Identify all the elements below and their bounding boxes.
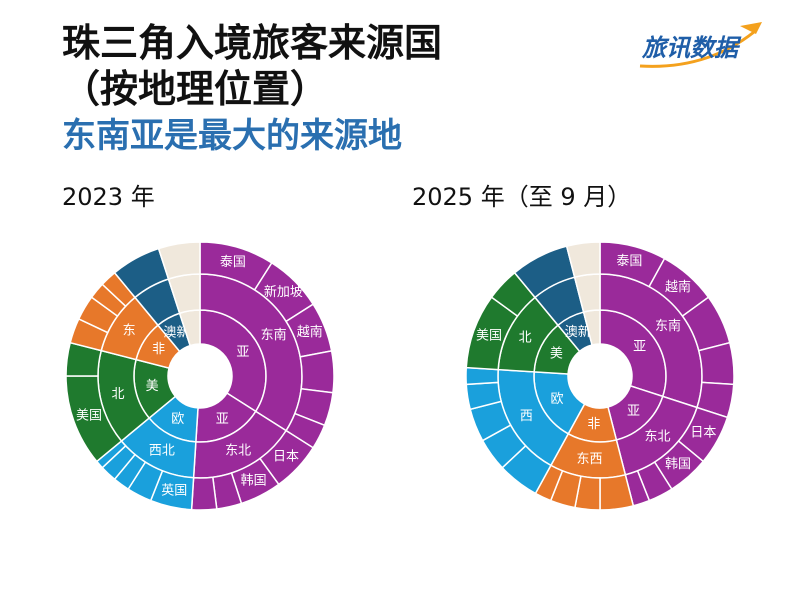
chart-title: 珠三角入境旅客来源国 （按地理位置） xyxy=(62,21,443,111)
country-arc xyxy=(697,341,735,386)
country-label: 泰国 xyxy=(220,255,246,270)
subregion-label: 东北 xyxy=(225,443,251,458)
country-arc xyxy=(190,476,218,511)
subregion-label: 东北 xyxy=(644,430,670,445)
subregion-label: 东西 xyxy=(576,452,602,467)
region-label: 美 xyxy=(550,346,563,361)
region-label: 欧 xyxy=(171,412,184,427)
subregion-label: 北 xyxy=(112,387,125,402)
country-label: 日本 xyxy=(273,449,299,464)
subregion-label: 东南 xyxy=(261,327,287,343)
brand-name: 旅讯数据 xyxy=(642,34,738,62)
region-label: 亚 xyxy=(216,412,229,427)
region-label: 亚 xyxy=(627,404,640,419)
region-label: 非 xyxy=(587,417,600,432)
subregion-label: 西 xyxy=(520,409,533,424)
country-label: 泰国 xyxy=(616,254,642,269)
chart-subtitle: 东南亚是最大的来源地 xyxy=(62,116,402,156)
country-label: 新加坡 xyxy=(264,284,303,300)
brand-logo: 旅讯数据 xyxy=(636,14,766,74)
region-label: 澳新 xyxy=(565,324,591,340)
region-label: 澳新 xyxy=(163,325,189,341)
region-label: 亚 xyxy=(236,345,249,360)
panel-label-2025: 2025 年（至 9 月） xyxy=(412,183,632,211)
country-label: 美国 xyxy=(76,408,102,423)
region-label: 亚 xyxy=(633,340,646,355)
region-label: 欧 xyxy=(551,392,564,407)
plane-swoosh-icon xyxy=(639,22,762,68)
country-arc xyxy=(565,241,601,279)
country-label: 韩国 xyxy=(241,474,267,489)
region-label: 美 xyxy=(146,379,159,394)
country-label: 日本 xyxy=(690,425,716,440)
subregion-label: 西北 xyxy=(149,443,175,458)
panel-label-2023: 2023 年 xyxy=(62,183,155,211)
country-arc xyxy=(157,241,201,280)
subregion-label: 东 xyxy=(123,323,136,338)
country-label: 越南 xyxy=(665,279,691,295)
region-label: 非 xyxy=(152,342,165,357)
country-label: 美国 xyxy=(476,329,502,344)
subregion-label: 东南 xyxy=(655,318,681,334)
country-label: 英国 xyxy=(161,484,187,499)
country-label: 韩国 xyxy=(665,457,691,472)
country-arc xyxy=(465,366,499,386)
country-label: 越南 xyxy=(297,324,323,340)
subregion-label: 北 xyxy=(519,330,532,345)
country-arc xyxy=(299,350,335,394)
